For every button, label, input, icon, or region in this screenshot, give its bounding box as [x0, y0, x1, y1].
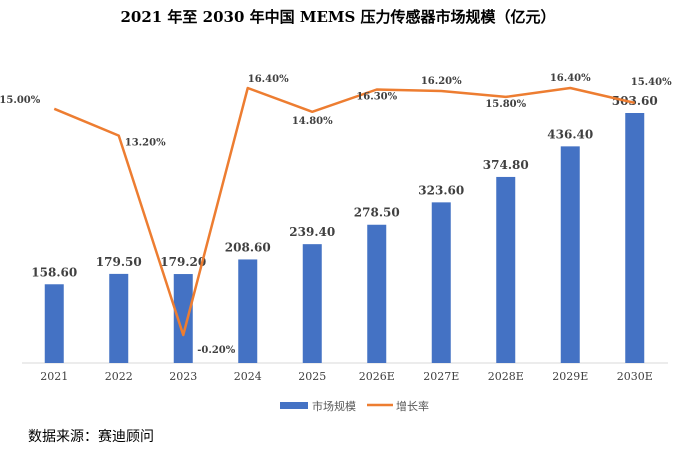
growth-label-2023: -0.20% — [197, 345, 236, 356]
growth-label-2026E: 16.30% — [356, 91, 397, 102]
bar-label-2025: 239.40 — [289, 225, 335, 239]
bar-2028E — [496, 176, 516, 363]
x-tick-2022: 2022 — [105, 370, 133, 383]
x-tick-2023: 2023 — [169, 370, 197, 383]
bar-2025 — [302, 244, 322, 363]
x-tick-2026E: 2026E — [359, 370, 395, 383]
bar-label-2021: 158.60 — [31, 265, 77, 279]
bar-label-2028E: 374.80 — [483, 158, 529, 172]
bar-label-2027E: 323.60 — [418, 183, 464, 197]
bar-label-2024: 208.60 — [225, 240, 271, 254]
legend-swatch-market-size — [280, 402, 308, 409]
growth-label-2027E: 16.20% — [421, 76, 462, 87]
growth-label-2022: 13.20% — [125, 138, 166, 149]
x-tick-2021: 2021 — [40, 370, 68, 383]
bar-2024 — [238, 259, 258, 363]
growth-label-2025: 14.80% — [292, 116, 333, 127]
growth-label-2024: 16.40% — [248, 74, 289, 85]
x-tick-2025: 2025 — [298, 370, 326, 383]
x-tick-2030E: 2030E — [617, 370, 653, 383]
growth-label-2029E: 16.40% — [550, 73, 591, 84]
bar-2026E — [367, 224, 387, 363]
bar-2030E — [625, 113, 645, 363]
bar-2029E — [560, 146, 580, 363]
bar-2021 — [44, 284, 64, 363]
x-tick-2027E: 2027E — [423, 370, 459, 383]
x-tick-2029E: 2029E — [552, 370, 588, 383]
chart-title: 2021 年至 2030 年中国 MEMS 压力传感器市场规模（亿元） — [120, 8, 556, 26]
growth-label-2030E: 15.40% — [631, 77, 672, 88]
bar-2027E — [431, 202, 451, 363]
bar-2022 — [109, 273, 129, 363]
bar-label-2026E: 278.50 — [354, 206, 400, 220]
legend-label-market-size: 市场规模 — [312, 399, 356, 413]
growth-rate-line — [53, 86, 636, 337]
bar-label-2029E: 436.40 — [547, 127, 593, 141]
bar-2023 — [173, 274, 193, 363]
growth-label-2021: 15.00% — [0, 95, 41, 106]
bar-label-2022: 179.50 — [96, 255, 142, 269]
bar-label-2030E: 503.60 — [612, 94, 658, 108]
x-tick-2024: 2024 — [234, 370, 262, 383]
bar-label-2023: 179.20 — [160, 255, 206, 269]
source-note: 数据来源：赛迪顾问 — [28, 429, 154, 445]
growth-label-2028E: 15.80% — [485, 99, 526, 110]
x-tick-2028E: 2028E — [488, 370, 524, 383]
legend-label-growth-rate: 增长率 — [396, 399, 429, 413]
